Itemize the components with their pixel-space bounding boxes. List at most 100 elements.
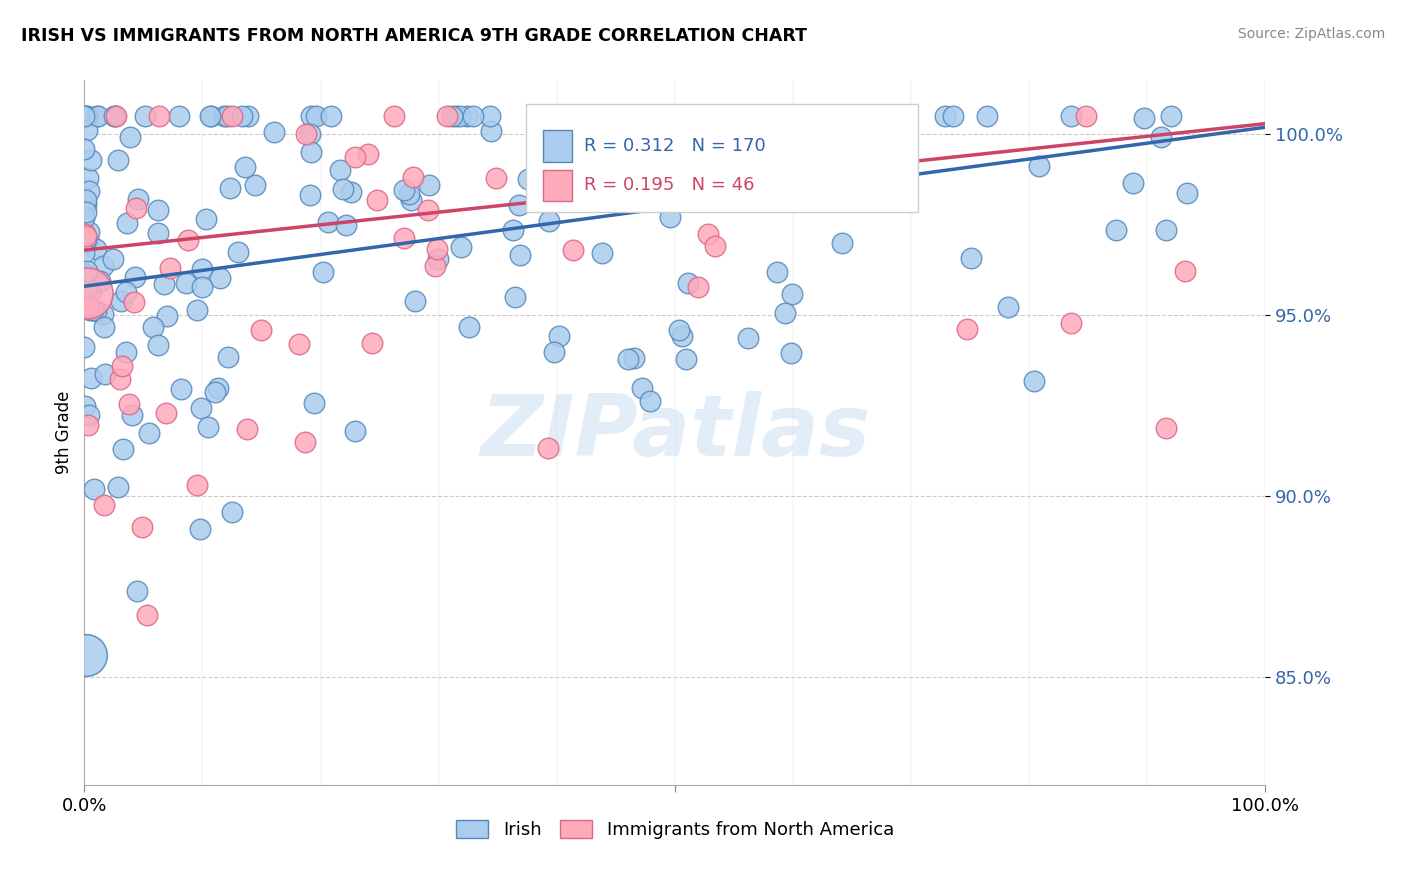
- Point: [204, 384, 226, 399]
- Point: [111, 359, 134, 374]
- Point: [73, 227, 96, 241]
- Point: [221, 110, 243, 124]
- Point: [631, 381, 654, 395]
- Point: [76, 110, 98, 124]
- Point: [617, 132, 640, 146]
- Point: [299, 145, 322, 160]
- Point: [105, 110, 128, 124]
- Point: [146, 337, 169, 351]
- Point: [121, 409, 143, 423]
- Point: [537, 442, 560, 456]
- Point: [450, 240, 472, 254]
- Point: [456, 110, 478, 124]
- Point: [650, 137, 672, 152]
- Point: [399, 193, 422, 207]
- Point: [73, 246, 96, 260]
- Point: [190, 522, 212, 536]
- Point: [75, 194, 97, 208]
- Point: [302, 396, 325, 410]
- Point: [288, 336, 311, 351]
- Point: [543, 345, 565, 359]
- Point: [103, 252, 125, 266]
- Text: Source: ZipAtlas.com: Source: ZipAtlas.com: [1237, 27, 1385, 41]
- Point: [86, 110, 108, 124]
- Point: [84, 242, 107, 256]
- Point: [997, 301, 1019, 315]
- Point: [238, 110, 260, 124]
- Point: [697, 227, 720, 241]
- Point: [186, 303, 208, 318]
- Point: [79, 303, 101, 318]
- Point: [299, 127, 322, 141]
- Point: [152, 277, 174, 291]
- Point: [263, 125, 285, 139]
- Legend: Irish, Immigrants from North America: Irish, Immigrants from North America: [449, 813, 901, 847]
- Text: IRISH VS IMMIGRANTS FROM NORTH AMERICA 9TH GRADE CORRELATION CHART: IRISH VS IMMIGRANTS FROM NORTH AMERICA 9…: [21, 27, 807, 45]
- Point: [1175, 186, 1198, 201]
- Point: [394, 183, 416, 197]
- Point: [77, 232, 100, 246]
- Point: [557, 110, 579, 124]
- Point: [243, 178, 266, 193]
- Point: [934, 110, 956, 124]
- Point: [562, 244, 585, 258]
- Point: [73, 110, 96, 124]
- Point: [79, 285, 101, 300]
- Point: [401, 170, 423, 185]
- Point: [73, 275, 96, 289]
- Point: [779, 346, 801, 360]
- Point: [623, 351, 645, 365]
- Point: [1150, 130, 1173, 145]
- Point: [503, 290, 526, 304]
- Point: [146, 202, 169, 217]
- Point: [73, 340, 96, 354]
- Point: [226, 245, 249, 260]
- Point: [194, 212, 217, 227]
- Point: [638, 394, 661, 409]
- Point: [548, 328, 571, 343]
- Y-axis label: 9th Grade: 9th Grade: [55, 391, 73, 475]
- Point: [502, 222, 524, 236]
- Point: [426, 252, 449, 266]
- Point: [426, 242, 449, 256]
- Point: [340, 186, 363, 200]
- Point: [115, 345, 138, 359]
- Point: [955, 321, 977, 335]
- Point: [207, 381, 229, 395]
- Point: [93, 320, 115, 334]
- Point: [79, 371, 101, 385]
- Point: [75, 196, 97, 211]
- Point: [75, 268, 97, 283]
- Point: [177, 233, 200, 247]
- Point: [703, 238, 725, 252]
- Point: [118, 130, 141, 145]
- Point: [773, 306, 796, 320]
- Point: [79, 299, 101, 313]
- Point: [76, 286, 98, 301]
- Point: [118, 397, 141, 411]
- Point: [671, 328, 693, 343]
- Point: [446, 110, 468, 124]
- Point: [686, 280, 709, 294]
- Point: [110, 293, 132, 308]
- Point: [104, 110, 127, 124]
- Point: [89, 275, 111, 289]
- Point: [75, 299, 97, 313]
- Point: [299, 110, 322, 124]
- Point: [122, 294, 145, 309]
- Point: [831, 235, 853, 250]
- Point: [83, 482, 105, 496]
- Point: [1028, 160, 1050, 174]
- Point: [197, 420, 219, 434]
- Point: [360, 336, 382, 351]
- Point: [294, 434, 316, 449]
- Point: [76, 417, 98, 432]
- Point: [219, 181, 242, 195]
- Point: [724, 175, 747, 189]
- Point: [127, 583, 149, 598]
- Point: [174, 276, 197, 290]
- Point: [321, 110, 343, 124]
- Point: [765, 265, 787, 279]
- Point: [1074, 110, 1097, 124]
- Point: [146, 226, 169, 240]
